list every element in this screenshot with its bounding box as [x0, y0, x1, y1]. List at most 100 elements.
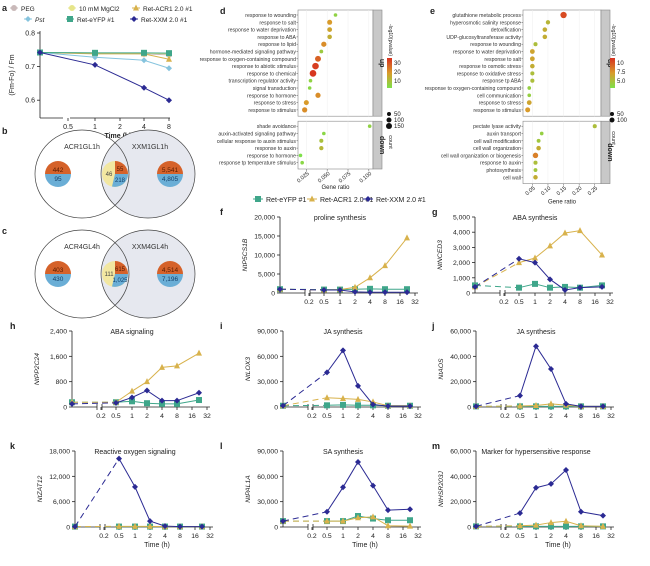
- go-dot: [319, 138, 324, 143]
- data-point: [324, 369, 330, 376]
- data-point: [562, 229, 568, 236]
- chart-title: proline synthesis: [314, 215, 367, 222]
- go-dot: [322, 131, 326, 136]
- x-tick-label: 2: [118, 124, 122, 131]
- x-tick-label: 0.5: [322, 533, 332, 540]
- legend-label: Ret-XXM 2.0 #1: [141, 17, 188, 24]
- data-point: [355, 382, 361, 389]
- x-tick-label: 2: [353, 299, 357, 306]
- chart-title: ABA synthesis: [513, 215, 558, 222]
- x-tick-label: 2: [145, 413, 149, 420]
- data-point: [162, 523, 168, 530]
- color-tick-label: 30: [394, 61, 401, 67]
- go-dot: [327, 27, 333, 32]
- series-ACR1: [37, 48, 172, 62]
- go-dot: [327, 34, 332, 40]
- data-point: [516, 255, 522, 262]
- x-tick-label: 0.5: [514, 299, 524, 306]
- series-ACR1: [72, 522, 205, 530]
- go-dot: [527, 86, 532, 90]
- venn-right-pie: 4,514 7,196: [157, 261, 183, 287]
- x-tick-label: 2: [148, 533, 152, 540]
- y-tick-label: 40,000: [450, 354, 471, 361]
- data-point: [340, 347, 346, 354]
- data-point: [548, 400, 554, 407]
- go-dot: [592, 124, 597, 129]
- x-tick-label: 1: [133, 533, 137, 540]
- data-point: [578, 508, 584, 515]
- go-dot: [560, 11, 567, 19]
- data-point: [578, 522, 584, 529]
- data-point: [517, 522, 523, 529]
- data-point: [324, 517, 330, 524]
- go-dot: [312, 62, 319, 70]
- x-tick-label: 0.2: [500, 413, 510, 420]
- legend-marker: [255, 196, 261, 202]
- series-line-dashed: [475, 512, 521, 527]
- data-point: [144, 387, 150, 394]
- series-ACR1: [472, 227, 605, 290]
- y-axis-label: NtPP2C24: [34, 353, 41, 385]
- data-point: [141, 57, 147, 64]
- data-point: [370, 513, 376, 520]
- data-point: [370, 482, 376, 489]
- y-tick-label: 0: [271, 291, 275, 298]
- facet-down: down shade avoidance auxin-activated signa…: [217, 120, 385, 170]
- pie-up: [115, 261, 128, 274]
- y-axis-label: NtLOX3: [245, 357, 252, 381]
- pie-down-count: 4,805: [162, 176, 179, 183]
- data-point: [37, 49, 43, 56]
- x-tick-label: 16: [592, 413, 600, 420]
- pie-up-count: 442: [53, 167, 64, 174]
- series-XXM: [473, 467, 606, 530]
- go-dot: [300, 160, 304, 165]
- x-tick-label: 32: [607, 533, 615, 540]
- data-point: [340, 395, 346, 402]
- data-point: [563, 523, 569, 530]
- venn-left-label: ACR4GL4h: [64, 244, 100, 251]
- go-term-label: response to hormone: [247, 93, 296, 99]
- go-term-label: hyperosmotic salinity response: [450, 20, 521, 26]
- x-tick-label: 0.050: [317, 171, 331, 184]
- series-XXM: [280, 458, 413, 525]
- x-tick-label: 2: [356, 533, 360, 540]
- data-point: [174, 400, 180, 407]
- panel-letter-h: h: [10, 321, 16, 331]
- shared-legend: Ret-eYFP #1 Ret-ACR1 2.0 #1 Ret-XXM 2.0 #1: [253, 195, 426, 204]
- facet-strip: [372, 120, 383, 170]
- pie-down-count: 430: [53, 276, 64, 283]
- data-point: [159, 363, 165, 370]
- data-point: [166, 65, 172, 72]
- y-axis-label: NtZAT12: [37, 475, 44, 502]
- panel-h: 0 800 1,600 2,400 0.2 0.5 1 2 4 8 16 32 ABA signalin…: [34, 329, 211, 421]
- go-term-label: response tp ABA: [482, 79, 521, 85]
- y-tick-label: 2,400: [50, 329, 67, 336]
- venn-left-label: ACR1GL1h: [64, 144, 100, 151]
- data-point: [532, 259, 538, 266]
- x-tick-label: 16: [188, 413, 196, 420]
- pie-down-count: 7,196: [162, 276, 179, 283]
- x-tick-label: 0.5: [111, 413, 121, 420]
- go-term-label: response to stress: [479, 101, 522, 107]
- data-point: [578, 403, 584, 410]
- x-tick-label: 4: [564, 533, 568, 540]
- go-dot: [533, 168, 538, 172]
- x-tick-label: 4: [160, 413, 164, 420]
- legend-marker: [133, 4, 139, 11]
- series-line-dashed: [282, 511, 328, 522]
- facet-strip-label: up: [606, 59, 613, 68]
- data-point: [407, 403, 413, 410]
- y-axis-label: NtHSR203J: [438, 470, 445, 506]
- y-tick-label: 4,000: [453, 230, 470, 237]
- x-tick-label: 1: [341, 413, 345, 420]
- go-term-label: response tp temperature stimulus: [219, 161, 296, 167]
- data-point: [516, 284, 522, 291]
- y-tick-label: 5,000: [453, 215, 470, 222]
- data-point: [547, 276, 553, 283]
- go-dot: [302, 107, 308, 113]
- legend-entry: Ret-XXM 2.0 #1: [130, 16, 188, 24]
- go-term-label: detoxification: [491, 28, 521, 34]
- go-term-label: response to water deprivation: [228, 28, 296, 34]
